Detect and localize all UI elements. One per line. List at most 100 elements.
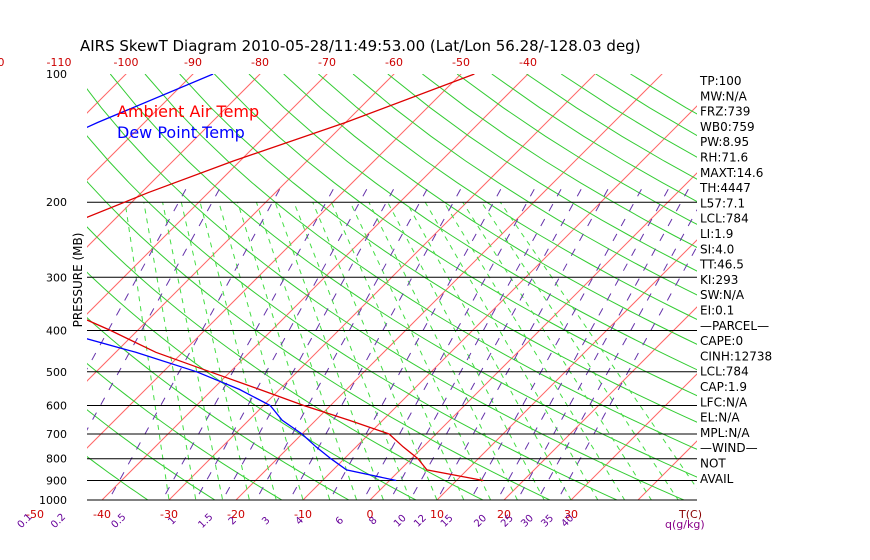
moist-adiabat-line [312,202,438,500]
pressure-tick-label: 600 [46,399,67,412]
moist-adiabat-line [162,202,224,500]
isotherm-line [0,55,11,518]
moist-adiabat-line [387,201,545,500]
top-temp-tick-label: -110 [47,56,72,69]
bottom-temp-tick-label: -40 [93,508,111,521]
dry-adiabat-line [248,74,697,371]
top-temp-tick-labels: -120 -110 -100 -90 -80 -70 -60 -50 -40 [0,56,537,69]
stability-index: AVAIL [700,472,734,486]
moist-adiabat-line [368,201,518,500]
stability-index: CAPE:0 [700,334,743,348]
mixing-ratio-tick-label: 0.2 [49,512,68,531]
pressure-tick-label: 400 [46,324,67,337]
moist-adiabat-line [349,201,492,500]
isotherm-line [87,74,395,382]
pressure-tick-label: 200 [46,196,67,209]
mixing-ratio-line [469,182,646,500]
isotherm-line [0,55,78,518]
moist-adiabat-line [443,201,626,500]
moist-adiabat-line [199,202,277,500]
top-temp-tick-label: -40 [519,56,537,69]
moist-adiabat-line [481,201,679,500]
mixing-ratio-line [362,182,539,500]
isotherm-line [302,105,697,500]
stability-index: MPL:N/A [700,426,750,440]
moist-adiabat-line [274,202,384,500]
mixing-ratio-line [87,182,190,370]
moist-adiabat-line [462,201,652,500]
mixing-ratio-line [436,182,612,500]
mixing-ratio-line [389,182,566,500]
y-axis-label: PRESSURE (MB) [71,233,85,328]
isotherm-line [87,74,462,449]
top-temp-tick-label: -70 [318,56,336,69]
mixing-ratio-tick-label: 35 [539,513,556,530]
isotherm-line [235,74,663,500]
pressure-tick-label: 800 [46,453,67,466]
mixing-ratio-tick-label: 12 [412,513,429,530]
stability-index: FRZ:739 [700,105,750,119]
isobar-lines [87,201,697,501]
moist-adiabat-line [180,202,250,500]
top-temp-tick-label: -80 [251,56,269,69]
stability-index: EI:0.1 [700,304,734,318]
stability-index: —PARCEL— [700,319,769,333]
isotherm-line [436,239,697,500]
pressure-tick-label: 900 [46,475,67,488]
dry-adiabat-line [214,74,697,397]
top-temp-tick-label: -60 [385,56,403,69]
legend-entry: Ambient Air Temp [117,102,259,121]
stability-index: KI:293 [700,273,738,287]
stability-index: CAP:1.9 [700,380,747,394]
pressure-tick-label: 500 [46,366,67,379]
stability-index: MW:N/A [700,89,748,103]
moist-adiabat-line [406,201,572,500]
stability-index: SW:N/A [700,288,745,302]
mixing-ratio-tick-label: 20 [472,513,489,530]
isotherm-line [87,74,194,181]
dry-adiabat-line [0,74,106,518]
stability-index: PW:8.95 [700,135,749,149]
moist-adiabat-line [237,202,331,500]
top-temp-tick-label: -120 [0,56,4,69]
moist-adiabat-line [499,201,697,490]
isotherm-line [101,74,529,500]
series-line [87,74,397,482]
bottom-axis-label: T(C) [678,508,702,521]
moist-adiabat-line [143,202,197,500]
stability-index: WB0:759 [700,120,755,134]
bottom-temp-tick-label: 0 [367,508,374,521]
mixing-ratio-line [87,182,224,431]
stability-index: L57:7.1 [700,196,745,210]
bottom-temp-tick-label: 20 [497,508,511,521]
mixing-ratio-line [496,182,673,500]
stability-index: EL:N/A [700,411,740,425]
moist-adiabat-line [424,201,599,500]
isotherm-line [168,74,596,500]
pressure-tick-label: 1000 [39,494,67,507]
stability-index: RH:71.6 [700,151,748,165]
isotherm-line [87,74,261,248]
dry-adiabat-line [526,74,697,180]
dry-adiabat-line [0,74,37,518]
top-temp-tick-label: -90 [184,56,202,69]
bottom-temp-tick-labels: -50 -40 -30 -20 -10 0 10 20 30 [26,508,578,521]
bottom-temp-tick-label: -50 [26,508,44,521]
mixing-ratio-tick-label: 3 [260,515,272,527]
stability-index: TP:100 [699,74,742,88]
mixing-ratio-tick-label: 0.5 [109,512,128,531]
pressure-tick-label: 700 [46,428,67,441]
pressure-tick-label: 100 [46,68,67,81]
pressure-tick-label: 300 [46,271,67,284]
mixing-ratio-tick-label: 8 [367,515,379,527]
moist-adiabat-line [255,202,358,500]
isotherm-line [503,306,697,500]
dry-adiabat-line [456,74,697,225]
stability-index: LCL:784 [700,365,749,379]
isotherm-line [754,55,870,518]
pressure-tick-labels: 100 200 300 400 500 600 700 800 900 1000 [39,68,67,507]
isotherm-line [87,74,328,315]
mixing-ratio-tick-label: 6 [334,515,346,527]
